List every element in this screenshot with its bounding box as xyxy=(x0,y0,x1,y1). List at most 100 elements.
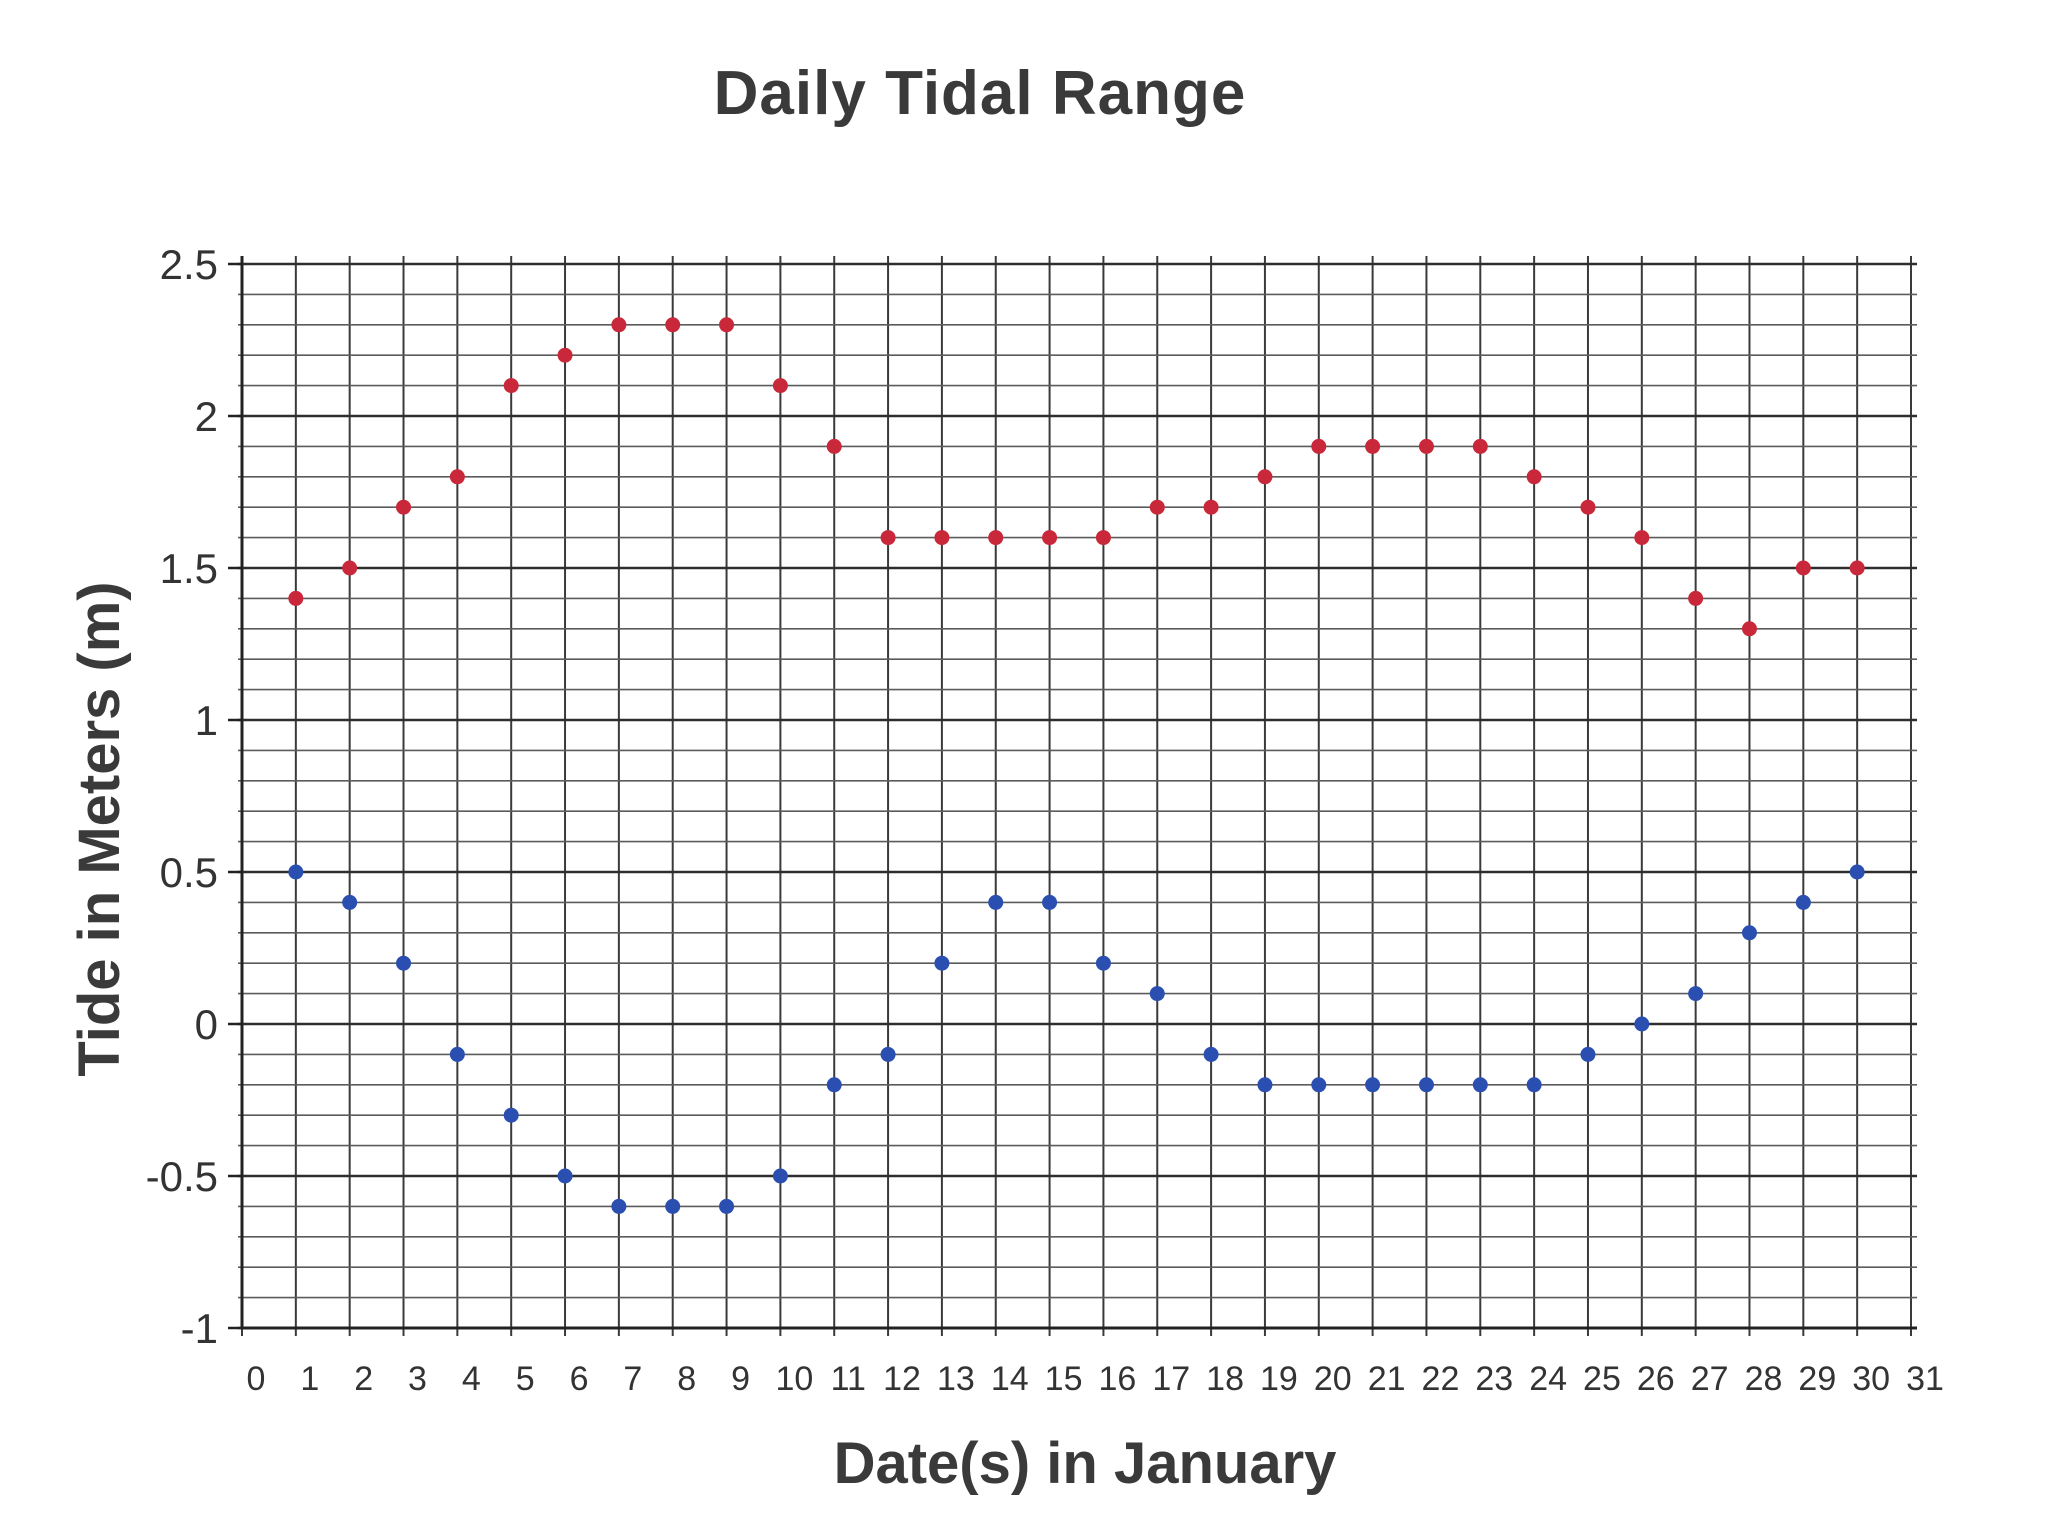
x-axis-label: Date(s) in January xyxy=(833,1431,1337,1496)
data-point xyxy=(1203,1046,1219,1062)
data-point xyxy=(988,894,1004,910)
data-point xyxy=(826,1077,842,1093)
x-tick-label: 7 xyxy=(623,1360,642,1398)
data-point xyxy=(1042,530,1058,546)
y-tick-label: 1.5 xyxy=(160,545,218,592)
series-1 xyxy=(288,317,1865,637)
x-tick-label: 12 xyxy=(883,1360,921,1398)
data-point xyxy=(1149,499,1165,515)
x-tick-label: 5 xyxy=(516,1360,535,1398)
data-point xyxy=(988,530,1004,546)
data-point xyxy=(880,530,896,546)
y-tick-label: 1 xyxy=(195,697,218,744)
data-point xyxy=(611,317,627,333)
data-point xyxy=(342,894,358,910)
x-tick-label: 0 xyxy=(247,1360,266,1398)
y-tick-label: 0 xyxy=(195,1001,218,1048)
x-tick-label: 30 xyxy=(1852,1360,1890,1398)
grid-lines xyxy=(238,256,1917,1336)
data-point xyxy=(342,560,358,576)
x-tick-label: 15 xyxy=(1045,1360,1083,1398)
data-point xyxy=(1849,864,1865,880)
x-tick-label: 13 xyxy=(937,1360,975,1398)
y-tick-label: -0.5 xyxy=(146,1153,218,1200)
data-point xyxy=(1095,955,1111,971)
data-point xyxy=(503,378,519,394)
x-tick-label: 9 xyxy=(731,1360,750,1398)
data-point xyxy=(396,499,412,515)
y-tick-labels: 2.5 2 1.5 1 0.5 0 -0.5 -1 xyxy=(146,241,242,1352)
data-point xyxy=(1149,986,1165,1002)
chart-title: Daily Tidal Range xyxy=(713,59,1247,128)
data-point xyxy=(1526,1077,1542,1093)
x-tick-label: 31 xyxy=(1906,1360,1944,1398)
x-tick-label: 20 xyxy=(1314,1360,1352,1398)
data-point xyxy=(1634,530,1650,546)
y-tick-label: -1 xyxy=(181,1305,218,1352)
x-tick-label: 4 xyxy=(462,1360,481,1398)
data-point xyxy=(1795,894,1811,910)
x-tick-label: 10 xyxy=(775,1360,813,1398)
data-point xyxy=(1311,438,1327,454)
data-point xyxy=(1795,560,1811,576)
data-point xyxy=(719,1198,735,1214)
data-point xyxy=(503,1107,519,1123)
data-point xyxy=(1472,438,1488,454)
data-point xyxy=(611,1198,627,1214)
x-tick-label: 14 xyxy=(991,1360,1029,1398)
data-point xyxy=(288,864,304,880)
data-point xyxy=(772,1168,788,1184)
axes xyxy=(240,256,1917,1330)
data-point xyxy=(1741,925,1757,941)
data-point xyxy=(1688,986,1704,1002)
x-tick-label: 16 xyxy=(1099,1360,1137,1398)
data-point xyxy=(396,955,412,971)
x-tick-label: 2 xyxy=(354,1360,373,1398)
data-points xyxy=(288,317,1865,1214)
data-point xyxy=(934,530,950,546)
data-point xyxy=(934,955,950,971)
series-2 xyxy=(288,864,1865,1214)
x-tick-label: 21 xyxy=(1368,1360,1406,1398)
x-tick-label: 23 xyxy=(1475,1360,1513,1398)
data-point xyxy=(665,317,681,333)
y-tick-label: 0.5 xyxy=(160,849,218,896)
x-tick-label: 1 xyxy=(300,1360,319,1398)
x-tick-label: 24 xyxy=(1529,1360,1567,1398)
x-tick-label: 22 xyxy=(1422,1360,1460,1398)
data-point xyxy=(1365,438,1381,454)
x-tick-labels: 0 1 2 3 4 5 6 7 8 9 10 11 12 13 14 15 16 17 18 19 20 21 22 23 24… xyxy=(247,1360,1944,1398)
data-point xyxy=(1203,499,1219,515)
data-point xyxy=(719,317,735,333)
x-tick-label: 6 xyxy=(570,1360,589,1398)
x-tick-label: 11 xyxy=(831,1360,866,1398)
data-point xyxy=(1365,1077,1381,1093)
x-tick-label: 28 xyxy=(1745,1360,1783,1398)
data-point xyxy=(288,590,304,606)
data-point xyxy=(1257,469,1273,485)
y-tick-label: 2 xyxy=(195,393,218,440)
data-point xyxy=(665,1198,681,1214)
data-point xyxy=(1849,560,1865,576)
data-point xyxy=(1526,469,1542,485)
data-point xyxy=(1418,438,1434,454)
data-point xyxy=(1580,499,1596,515)
data-point xyxy=(880,1046,896,1062)
x-tick-label: 19 xyxy=(1260,1360,1298,1398)
data-point xyxy=(1580,1046,1596,1062)
data-point xyxy=(1095,530,1111,546)
x-tick-label: 17 xyxy=(1152,1360,1190,1398)
data-point xyxy=(1688,590,1704,606)
x-tick-label: 27 xyxy=(1691,1360,1729,1398)
data-point xyxy=(449,1046,465,1062)
y-axis-label: Tide in Meters (m) xyxy=(67,581,132,1077)
data-point xyxy=(557,347,573,363)
data-point xyxy=(1311,1077,1327,1093)
data-point xyxy=(1042,894,1058,910)
x-tick-label: 26 xyxy=(1637,1360,1675,1398)
data-point xyxy=(1418,1077,1434,1093)
data-point xyxy=(826,438,842,454)
data-point xyxy=(557,1168,573,1184)
data-point xyxy=(1257,1077,1273,1093)
